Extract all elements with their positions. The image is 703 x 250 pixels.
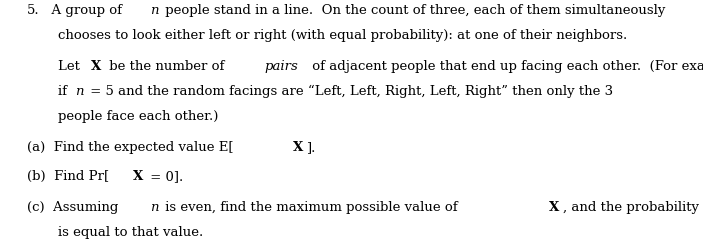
Text: ].: ]. [307, 141, 316, 154]
Text: be the number of: be the number of [105, 60, 228, 73]
Text: of adjacent people that end up facing each other.  (For example,: of adjacent people that end up facing ea… [308, 60, 703, 73]
Text: if: if [58, 85, 71, 98]
Text: is equal to that value.: is equal to that value. [58, 226, 203, 239]
Text: (a)  Find the expected value E[: (a) Find the expected value E[ [27, 141, 233, 154]
Text: n: n [75, 85, 83, 98]
Text: X: X [549, 201, 560, 214]
Text: A group of: A group of [43, 4, 127, 17]
Text: X: X [293, 141, 304, 154]
Text: = 5 and the random facings are “Left, Left, Right, Left, Right” then only the 3: = 5 and the random facings are “Left, Le… [86, 85, 613, 98]
Text: people stand in a line.  On the count of three, each of them simultaneously: people stand in a line. On the count of … [162, 4, 666, 17]
Text: pairs: pairs [264, 60, 298, 73]
Text: people face each other.): people face each other.) [58, 110, 218, 123]
Text: X: X [91, 60, 102, 73]
Text: X: X [133, 170, 143, 183]
Text: n: n [150, 4, 159, 17]
Text: = 0].: = 0]. [146, 170, 183, 183]
Text: , and the probability that: , and the probability that [562, 201, 703, 214]
Text: n: n [150, 201, 159, 214]
Text: is even, find the maximum possible value of: is even, find the maximum possible value… [161, 201, 462, 214]
Text: 5.: 5. [27, 4, 39, 17]
Text: Let: Let [58, 60, 84, 73]
Text: chooses to look either left or right (with equal probability): at one of their n: chooses to look either left or right (wi… [58, 29, 627, 42]
Text: (c)  Assuming: (c) Assuming [27, 201, 122, 214]
Text: (b)  Find Pr[: (b) Find Pr[ [27, 170, 109, 183]
